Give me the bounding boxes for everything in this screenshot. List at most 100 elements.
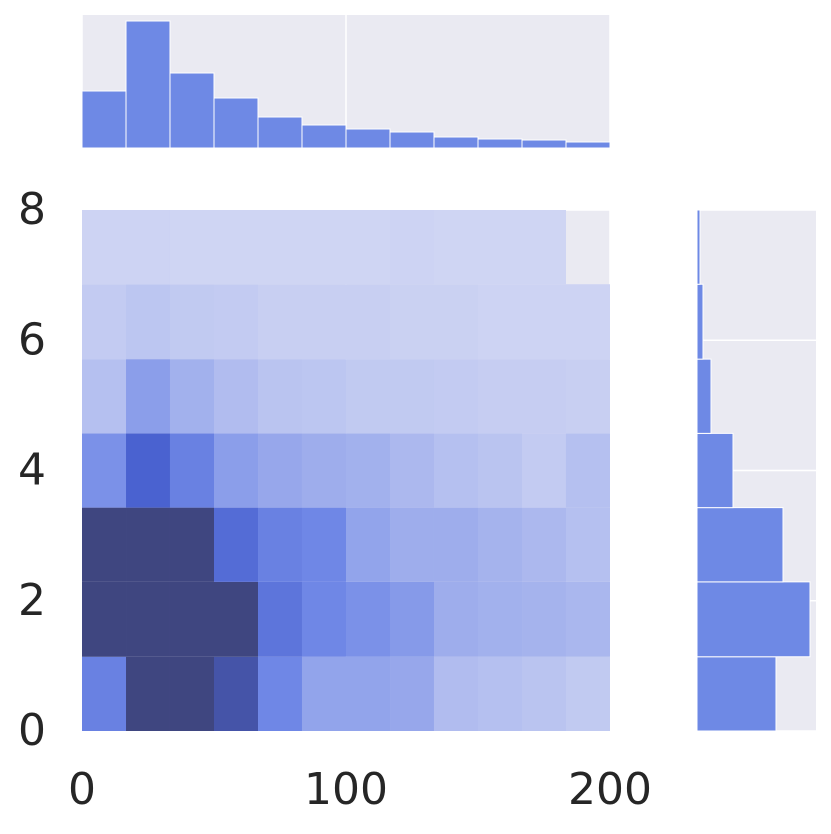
heatmap-cell	[214, 359, 259, 434]
x-tick-label: 100	[304, 764, 388, 815]
heatmap-cell	[390, 284, 434, 360]
heatmap-cell	[169, 581, 214, 657]
heatmap-cell	[433, 284, 478, 360]
heatmap-cell	[214, 433, 259, 508]
hist-bar	[696, 358, 712, 434]
hist-bar	[81, 90, 127, 149]
hist-bar	[477, 138, 523, 149]
heatmap-cell	[169, 359, 214, 434]
heatmap-cell	[82, 581, 127, 657]
heatmap-cell	[214, 656, 259, 731]
heatmap-cell	[82, 284, 127, 360]
heatmap-cell	[301, 507, 346, 582]
heatmap-cell	[169, 210, 214, 285]
hist-bar	[696, 581, 811, 658]
hist-bar	[169, 72, 215, 149]
y-tick-label: 0	[18, 705, 46, 756]
heatmap-cell	[390, 507, 434, 582]
heatmap-cell	[565, 284, 610, 360]
heatmap-cell	[301, 433, 346, 508]
heatmap-cell	[346, 210, 391, 285]
heatmap-cell	[346, 433, 391, 508]
heatmap-cell	[522, 581, 566, 657]
heatmap-cell	[258, 507, 302, 582]
heatmap-cell	[301, 210, 346, 285]
heatmap-cell	[522, 433, 566, 508]
heatmap-cell	[169, 656, 214, 731]
hist-bar	[433, 136, 479, 149]
hist-bar	[565, 141, 611, 149]
heatmap-cell	[82, 210, 127, 285]
heatmap-cell	[214, 210, 259, 285]
hist-bar	[257, 116, 303, 149]
heatmap-cell	[126, 359, 170, 434]
hist-bar	[213, 97, 259, 149]
heatmap-cell	[390, 656, 434, 731]
heatmap-cell	[390, 433, 434, 508]
heatmap-cell	[390, 210, 434, 285]
hist-bar	[696, 656, 777, 732]
heatmap-cell	[433, 656, 478, 731]
hist-bar	[389, 131, 435, 149]
heatmap-cell	[82, 507, 127, 582]
heatmap-cell	[258, 210, 302, 285]
y-tick-label: 8	[18, 184, 46, 235]
heatmap-cell	[478, 581, 523, 657]
heatmap-cell	[214, 507, 259, 582]
y-tick-label: 6	[18, 314, 46, 365]
heatmap-cell	[301, 359, 346, 434]
hist-bar	[696, 283, 704, 360]
heatmap-cell	[390, 581, 434, 657]
heatmap-cell	[82, 656, 127, 731]
heatmap-cell	[258, 359, 302, 434]
heatmap-cell	[126, 433, 170, 508]
heatmap-cell	[478, 507, 523, 582]
heatmap-cell	[301, 284, 346, 360]
heatmap-cell	[565, 656, 610, 731]
heatmap-cell	[169, 433, 214, 508]
heatmap-cell	[126, 507, 170, 582]
heatmap-cell	[126, 656, 170, 731]
heatmap-cell	[390, 359, 434, 434]
heatmap-cell	[433, 359, 478, 434]
heatmap-cell	[522, 507, 566, 582]
heatmap-cell	[214, 284, 259, 360]
heatmap-cell	[258, 656, 302, 731]
heatmap-cell	[433, 581, 478, 657]
hist-bar	[345, 128, 391, 149]
heatmap-cell	[346, 581, 391, 657]
heatmap-cell	[478, 359, 523, 434]
hist-bar	[696, 432, 734, 509]
heatmap-cell	[522, 284, 566, 360]
x-tick-label: 200	[568, 764, 652, 815]
hist-bar	[301, 124, 347, 149]
hist-bar	[696, 507, 784, 583]
hist-bar	[696, 209, 701, 285]
heatmap-cell	[126, 284, 170, 360]
heatmap-cell	[565, 359, 610, 434]
heatmap-cell	[478, 284, 523, 360]
heatmap-cell	[258, 284, 302, 360]
heatmap-cell	[258, 433, 302, 508]
heatmap-cell	[214, 581, 259, 657]
heatmap-cell	[433, 507, 478, 582]
y-tick-label: 4	[18, 445, 46, 496]
y-tick-label: 2	[18, 575, 46, 626]
heatmap-cell	[258, 581, 302, 657]
heatmap-cell	[522, 359, 566, 434]
heatmap-cell	[433, 433, 478, 508]
hist-bar	[125, 20, 171, 149]
x-tick-label: 0	[68, 764, 96, 815]
heatmap-cell	[346, 656, 391, 731]
heatmap-cell	[565, 433, 610, 508]
heatmap-cell	[169, 284, 214, 360]
heatmap-cell	[478, 656, 523, 731]
heatmap-cell	[565, 581, 610, 657]
heatmap-cell	[346, 284, 391, 360]
heatmap-cell	[82, 433, 127, 508]
heatmap-cell	[346, 359, 391, 434]
heatmap-cell	[82, 359, 127, 434]
heatmap-cell	[565, 507, 610, 582]
heatmap-cell	[433, 210, 478, 285]
